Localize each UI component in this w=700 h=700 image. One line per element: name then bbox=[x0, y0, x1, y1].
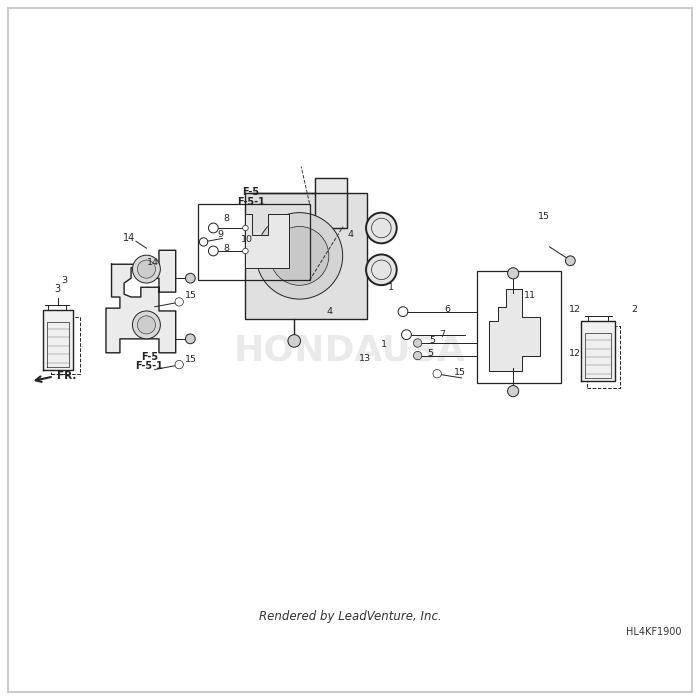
Circle shape bbox=[256, 213, 343, 299]
Text: 15: 15 bbox=[454, 368, 466, 377]
Text: 4: 4 bbox=[347, 230, 353, 239]
Text: F-5: F-5 bbox=[242, 188, 260, 197]
Bar bbox=[246, 193, 368, 318]
Text: 5: 5 bbox=[427, 349, 433, 358]
Bar bbox=[477, 270, 561, 384]
Circle shape bbox=[366, 213, 397, 244]
Text: 5: 5 bbox=[429, 337, 435, 345]
Circle shape bbox=[366, 255, 397, 285]
Circle shape bbox=[175, 298, 183, 306]
Circle shape bbox=[209, 223, 218, 233]
Circle shape bbox=[209, 246, 218, 256]
Bar bbox=[198, 204, 309, 280]
Text: 8: 8 bbox=[223, 244, 229, 253]
Text: F-5-1: F-5-1 bbox=[135, 361, 163, 371]
Circle shape bbox=[132, 256, 160, 283]
Text: 14: 14 bbox=[148, 258, 160, 267]
Text: 8: 8 bbox=[223, 214, 229, 223]
Text: Rendered by LeadVenture, Inc.: Rendered by LeadVenture, Inc. bbox=[258, 610, 442, 623]
Text: 3: 3 bbox=[61, 276, 67, 285]
Text: F-5: F-5 bbox=[141, 352, 158, 362]
Text: 11: 11 bbox=[524, 291, 536, 300]
Circle shape bbox=[137, 260, 155, 278]
Circle shape bbox=[199, 238, 208, 246]
Circle shape bbox=[137, 316, 155, 334]
Circle shape bbox=[132, 311, 160, 339]
Text: HONDAUSA: HONDAUSA bbox=[234, 333, 466, 367]
Text: 9: 9 bbox=[217, 230, 223, 239]
Text: 15: 15 bbox=[185, 291, 197, 300]
Circle shape bbox=[270, 227, 329, 286]
Text: 15: 15 bbox=[538, 211, 550, 220]
Circle shape bbox=[402, 330, 412, 340]
Circle shape bbox=[288, 335, 300, 347]
Circle shape bbox=[433, 370, 441, 378]
Circle shape bbox=[508, 267, 519, 279]
Circle shape bbox=[414, 351, 422, 360]
Text: 10: 10 bbox=[241, 235, 253, 244]
Circle shape bbox=[186, 334, 195, 344]
Text: 14: 14 bbox=[123, 233, 135, 244]
Text: 12: 12 bbox=[568, 305, 580, 314]
Text: 15: 15 bbox=[185, 356, 197, 364]
Polygon shape bbox=[253, 178, 346, 228]
Text: 6: 6 bbox=[444, 305, 451, 314]
Circle shape bbox=[414, 339, 422, 347]
Polygon shape bbox=[43, 309, 73, 370]
Text: 4: 4 bbox=[326, 307, 332, 316]
Polygon shape bbox=[489, 289, 540, 371]
Circle shape bbox=[398, 307, 408, 316]
Text: 12: 12 bbox=[568, 349, 580, 358]
Text: 1: 1 bbox=[387, 283, 393, 292]
Circle shape bbox=[186, 273, 195, 283]
Circle shape bbox=[508, 386, 519, 397]
Polygon shape bbox=[246, 214, 288, 267]
Circle shape bbox=[243, 248, 248, 254]
Text: 13: 13 bbox=[359, 354, 372, 363]
Text: 3: 3 bbox=[55, 284, 61, 294]
Circle shape bbox=[243, 225, 248, 231]
Text: 1: 1 bbox=[381, 340, 386, 349]
Text: 2: 2 bbox=[631, 305, 638, 314]
Text: 7: 7 bbox=[439, 330, 445, 340]
Circle shape bbox=[566, 256, 575, 265]
Text: FR.: FR. bbox=[57, 372, 76, 382]
Text: HL4KF1900: HL4KF1900 bbox=[626, 627, 681, 638]
Polygon shape bbox=[582, 321, 615, 382]
Circle shape bbox=[175, 360, 183, 369]
Text: F-5-1: F-5-1 bbox=[237, 197, 265, 207]
Polygon shape bbox=[106, 251, 176, 353]
